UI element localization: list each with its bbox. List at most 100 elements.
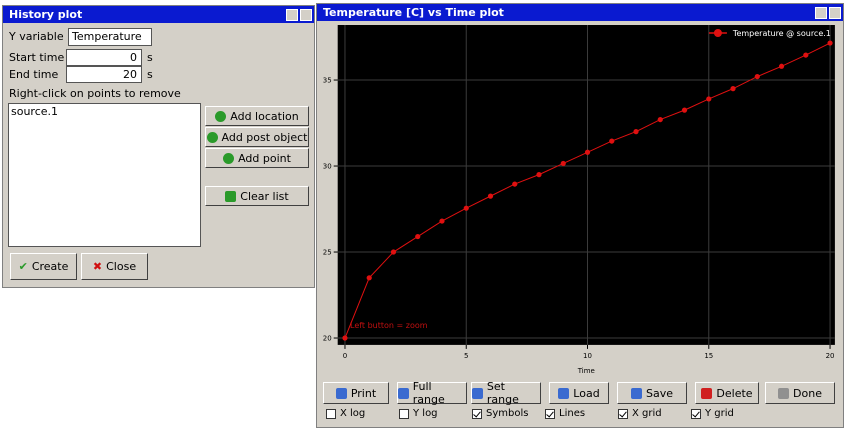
checkbox-label: Symbols bbox=[486, 408, 529, 419]
plot-area bbox=[337, 25, 835, 345]
button[interactable]: Full range bbox=[397, 380, 467, 406]
minimize-button[interactable] bbox=[815, 7, 827, 19]
data-point bbox=[609, 138, 615, 144]
checkbox[interactable]: X grid bbox=[618, 408, 662, 419]
data-point bbox=[512, 181, 518, 187]
button[interactable]: Done bbox=[765, 382, 835, 404]
data-point bbox=[415, 233, 421, 240]
unit: s bbox=[147, 68, 153, 81]
checkbox[interactable]: Symbols bbox=[472, 408, 528, 419]
button-label: Load bbox=[573, 386, 600, 400]
icon bbox=[558, 387, 570, 399]
legend-label: Temperature @ source.1 bbox=[732, 29, 831, 38]
data-point bbox=[342, 335, 348, 341]
y-tick-label: 25 bbox=[323, 249, 332, 257]
close-window-button[interactable] bbox=[829, 7, 841, 19]
icon bbox=[472, 387, 483, 399]
button-label: Add point bbox=[238, 151, 291, 165]
unit: s bbox=[147, 51, 153, 64]
icon bbox=[778, 387, 790, 399]
button-label: Set range bbox=[486, 380, 519, 406]
button[interactable]: Add point bbox=[205, 148, 309, 168]
checkbox[interactable]: Y log bbox=[399, 408, 438, 419]
x-tick-label: 10 bbox=[583, 352, 592, 360]
button-label: Add location bbox=[230, 109, 299, 123]
button-label: Clear list bbox=[240, 189, 289, 203]
check-box bbox=[545, 408, 555, 419]
close-window-button[interactable] bbox=[300, 9, 312, 21]
data-point bbox=[827, 40, 833, 46]
check-box bbox=[399, 408, 409, 419]
y-tick-label: 35 bbox=[323, 77, 332, 85]
minimize-button[interactable] bbox=[286, 9, 298, 21]
list-item[interactable]: source.1 bbox=[11, 105, 59, 118]
data-point bbox=[439, 218, 445, 224]
button[interactable]: Clear list bbox=[205, 186, 309, 206]
data-point bbox=[536, 172, 542, 178]
hint: Right-click on points to remove bbox=[9, 87, 181, 100]
button[interactable]: Set range bbox=[471, 380, 541, 406]
listbox[interactable]: source.1 bbox=[8, 103, 201, 247]
button[interactable]: Load bbox=[549, 382, 609, 404]
icon bbox=[630, 387, 642, 399]
data-point bbox=[730, 86, 736, 92]
data-point bbox=[657, 116, 663, 123]
data-point bbox=[803, 52, 809, 58]
checkbox[interactable]: X log bbox=[326, 408, 365, 419]
button-label: Create bbox=[31, 260, 69, 273]
x-axis-label: Time bbox=[577, 367, 595, 375]
checkbox-label: X log bbox=[340, 408, 366, 419]
checkbox[interactable]: Y grid bbox=[691, 408, 734, 419]
label: Start time bbox=[9, 51, 65, 64]
icon bbox=[398, 387, 409, 399]
data-point bbox=[366, 275, 372, 281]
label: Y variable bbox=[9, 30, 64, 43]
history-window: History plot Y variable Temperature Star… bbox=[2, 5, 315, 288]
icon bbox=[701, 387, 713, 399]
data-point bbox=[390, 249, 397, 255]
button[interactable]: Add location bbox=[205, 106, 309, 126]
data-point bbox=[487, 193, 494, 199]
data-point bbox=[463, 205, 469, 211]
x-tick-label: 15 bbox=[704, 352, 713, 360]
legend-marker bbox=[713, 29, 722, 37]
input[interactable]: 20 bbox=[66, 66, 142, 83]
create-button[interactable]: ✔ Create bbox=[10, 253, 77, 280]
button[interactable]: Print bbox=[323, 382, 389, 404]
window-title: History plot bbox=[3, 6, 314, 23]
annotation: Left button = zoom bbox=[350, 321, 428, 330]
data-point bbox=[633, 129, 639, 135]
x-tick-label: 5 bbox=[464, 352, 468, 360]
check-box bbox=[691, 408, 701, 419]
data-point bbox=[560, 160, 566, 167]
checkbox-label: Y log bbox=[413, 408, 438, 419]
x-tick-label: 20 bbox=[826, 352, 835, 360]
checkbox-label: Lines bbox=[559, 408, 586, 419]
data-point bbox=[778, 63, 785, 69]
data-point bbox=[706, 96, 712, 102]
data-point bbox=[584, 149, 591, 155]
x-tick-label: 0 bbox=[343, 352, 347, 360]
button-label: Done bbox=[793, 386, 822, 400]
check-box bbox=[326, 408, 336, 419]
checkbox[interactable]: Lines bbox=[545, 408, 585, 419]
button-label: Close bbox=[106, 260, 137, 273]
close-button[interactable]: ✖ Close bbox=[81, 253, 148, 280]
checkbox-label: Y grid bbox=[705, 408, 734, 419]
button[interactable]: Add post object bbox=[205, 127, 309, 147]
window-title: Temperature [C] vs Time plot bbox=[317, 4, 843, 21]
y-tick-label: 30 bbox=[323, 163, 332, 171]
dropdown[interactable]: Temperature bbox=[68, 28, 152, 46]
button-label: Add post object bbox=[221, 130, 308, 144]
button[interactable]: Save bbox=[617, 382, 687, 404]
data-point bbox=[754, 73, 760, 80]
checkbox-label: X grid bbox=[632, 408, 662, 419]
check-box bbox=[618, 408, 628, 419]
button[interactable]: Delete bbox=[695, 382, 759, 404]
button-label: Delete bbox=[716, 386, 753, 400]
input[interactable]: 0 bbox=[66, 49, 142, 66]
y-tick-label: 20 bbox=[323, 335, 332, 343]
button-label: Full range bbox=[412, 380, 445, 406]
